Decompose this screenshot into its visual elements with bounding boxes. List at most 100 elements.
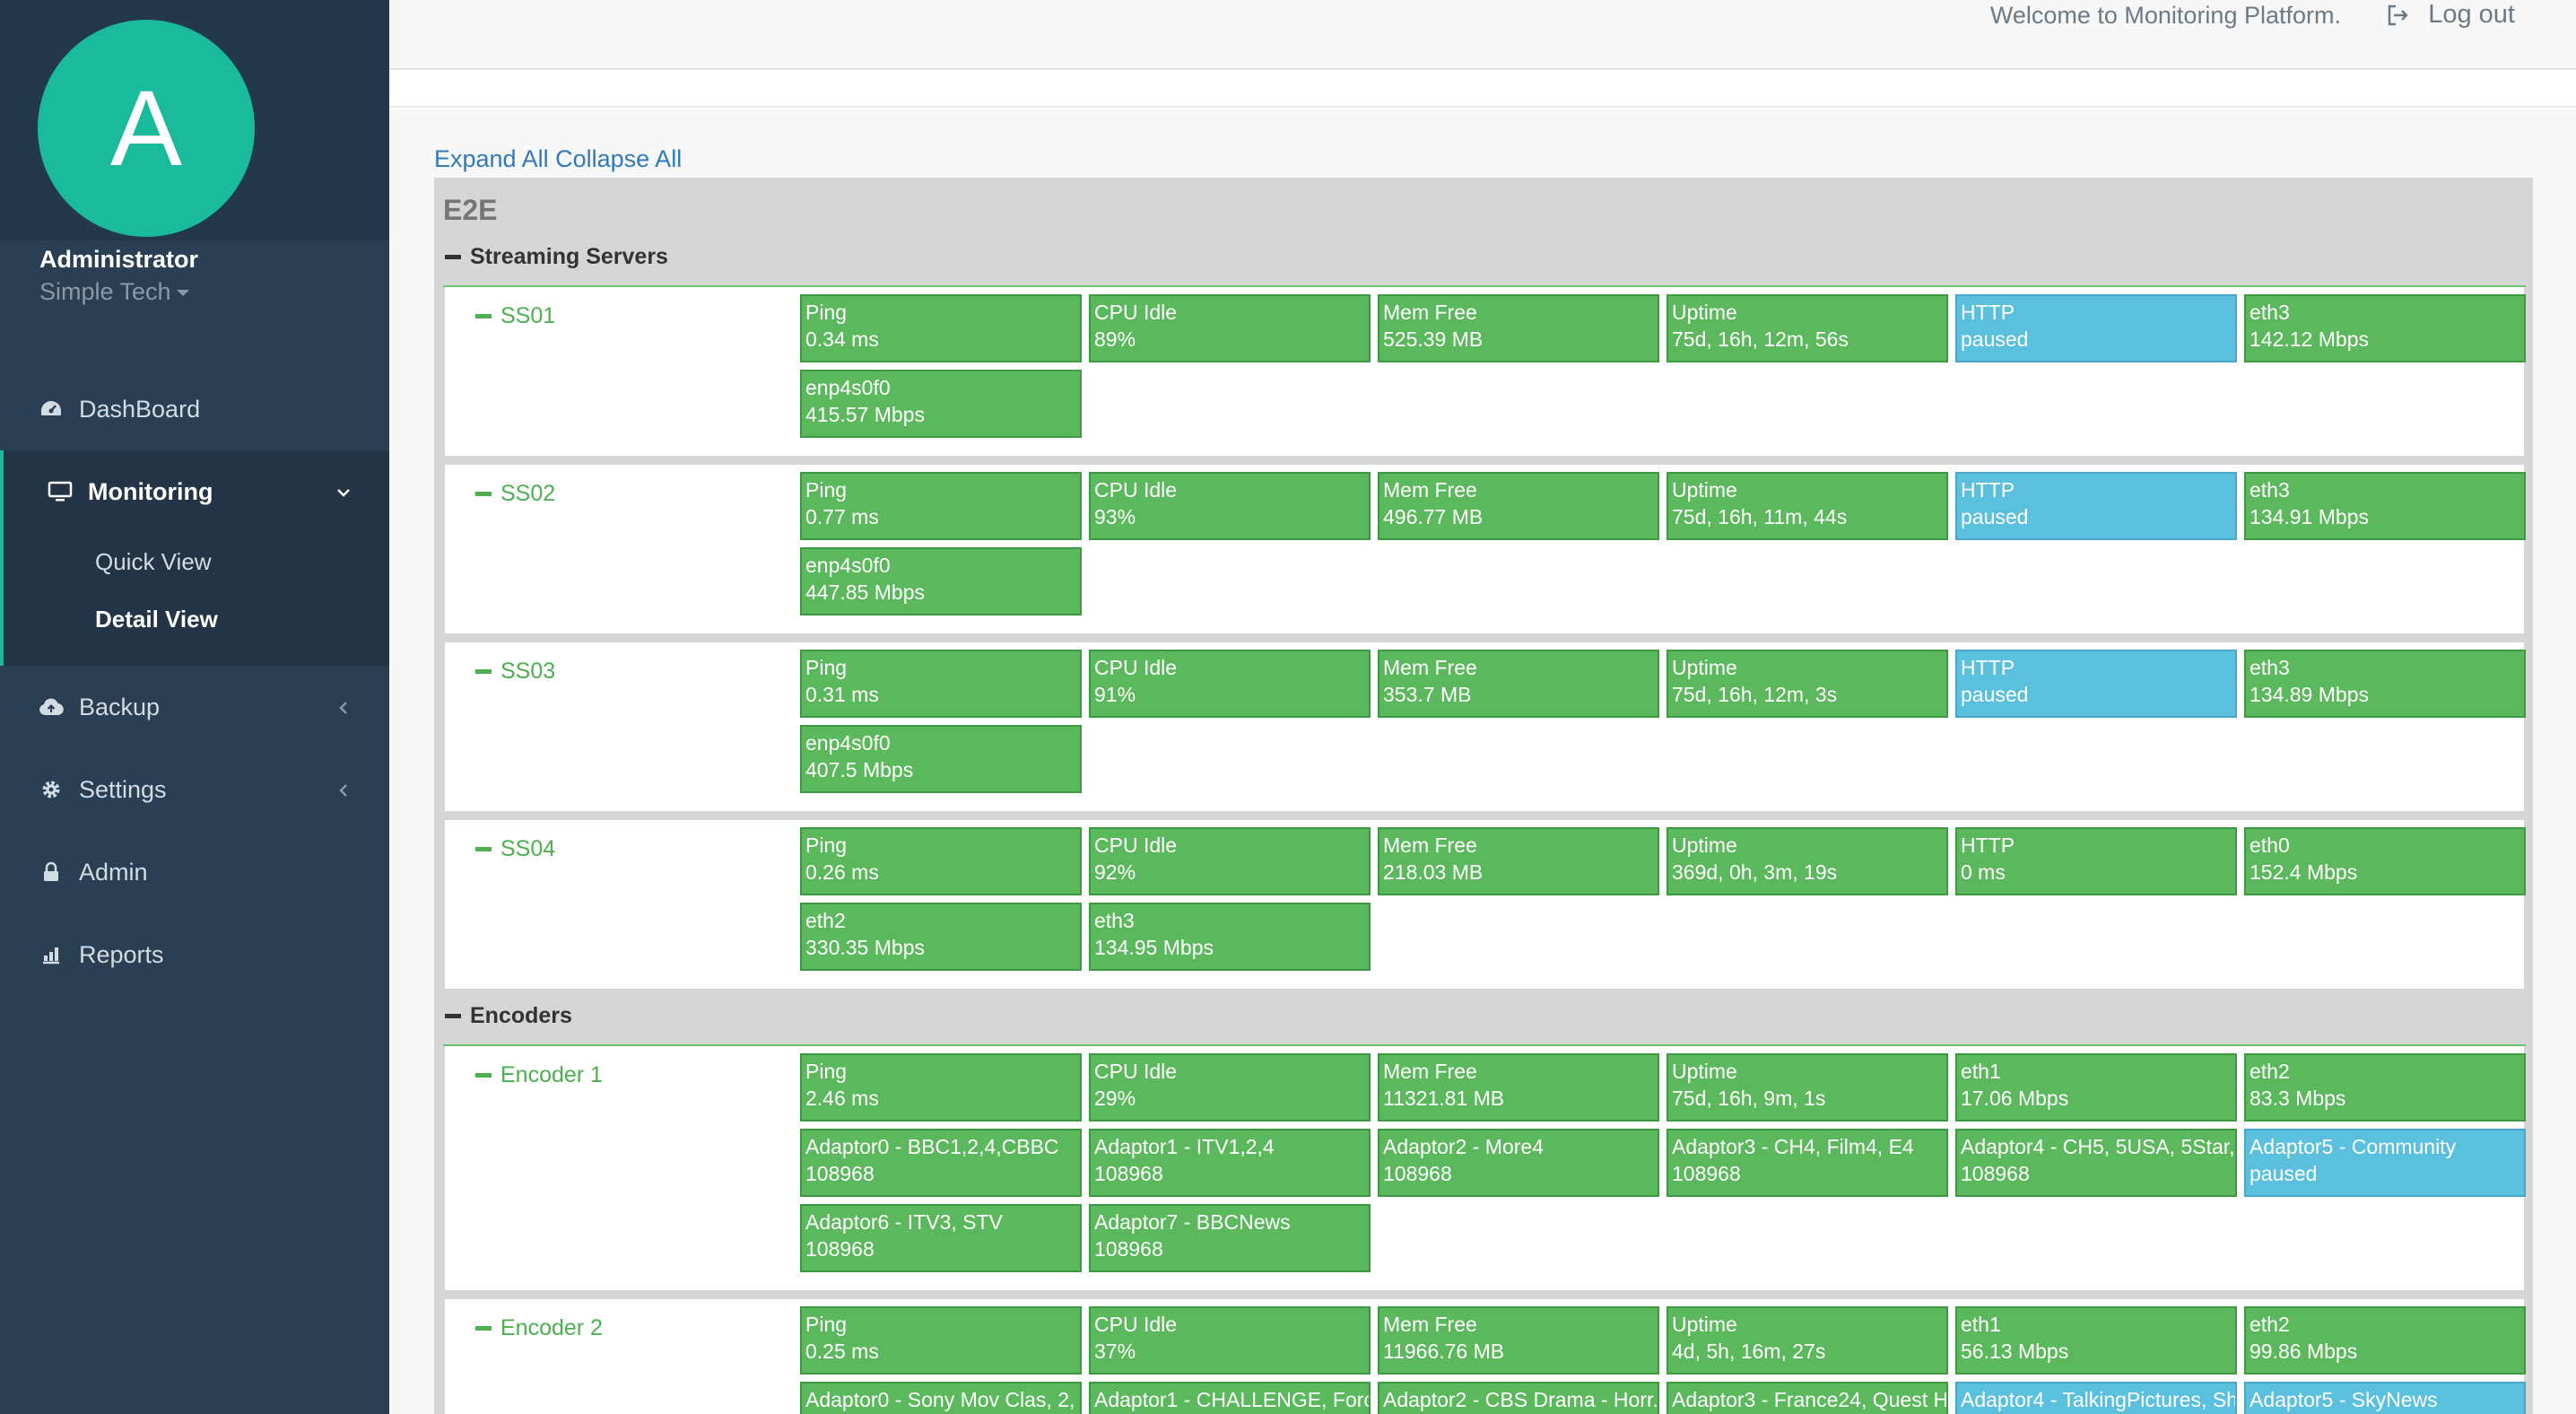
metric-value: 407.5 Mbps [805, 758, 914, 781]
metric-tile[interactable]: HTTP paused [1955, 472, 2237, 540]
sidebar-nav: DashBoard Monitoring Quick View Detail V… [0, 368, 389, 996]
metric-tile[interactable]: CPU Idle 91% [1089, 650, 1371, 718]
sidebar-item-dashboard[interactable]: DashBoard [0, 368, 389, 450]
metric-tile[interactable]: Uptime 75d, 16h, 12m, 3s [1667, 650, 1948, 718]
metric-tile[interactable]: eth2 99.86 Mbps [2244, 1306, 2526, 1375]
server-header[interactable]: SS04 [475, 836, 555, 862]
collapse-icon[interactable] [475, 669, 492, 674]
metric-tile[interactable]: Uptime 4d, 5h, 16m, 27s [1667, 1306, 1948, 1375]
metric-tile[interactable]: Uptime 369d, 0h, 3m, 19s [1667, 827, 1948, 895]
metric-tile[interactable]: enp4s0f0 415.57 Mbps [800, 370, 1082, 438]
logout-link[interactable]: Log out [2385, 0, 2515, 30]
group-header[interactable]: Streaming Servers [445, 239, 668, 275]
metric-label: CPU Idle [1094, 834, 1178, 857]
metric-tile[interactable]: eth2 83.3 Mbps [2244, 1053, 2526, 1122]
company-dropdown[interactable]: Simple Tech [39, 278, 189, 306]
collapse-icon[interactable] [475, 314, 492, 319]
metric-tile[interactable]: CPU Idle 92% [1089, 827, 1371, 895]
sidebar-subitem-quick-view[interactable]: Quick View [95, 547, 212, 575]
metric-label: eth2 [2250, 1313, 2290, 1336]
metric-label: eth2 [2250, 1060, 2290, 1083]
sidebar-item-monitoring[interactable]: Monitoring [4, 450, 389, 533]
expand-all-link[interactable]: Expand All [434, 145, 549, 172]
metric-tile[interactable]: Adaptor1 - ITV1,2,4 108968 [1089, 1129, 1371, 1197]
server-header[interactable]: Encoder 1 [475, 1062, 603, 1088]
metric-tile[interactable]: eth0 152.4 Mbps [2244, 827, 2526, 895]
metric-tile[interactable]: Ping 0.31 ms [800, 650, 1082, 718]
metric-tile[interactable]: eth1 17.06 Mbps [1955, 1053, 2237, 1122]
server-header[interactable]: SS01 [475, 303, 555, 329]
metric-tile[interactable]: CPU Idle 93% [1089, 472, 1371, 540]
metric-tile[interactable]: Adaptor5 - Community paused [2244, 1129, 2526, 1197]
chevron-left-icon [334, 779, 353, 799]
metric-tile[interactable]: Uptime 75d, 16h, 9m, 1s [1667, 1053, 1948, 1122]
metric-tile[interactable]: eth1 56.13 Mbps [1955, 1306, 2237, 1375]
server-header[interactable]: Encoder 2 [475, 1315, 603, 1341]
metric-tile[interactable]: CPU Idle 37% [1089, 1306, 1371, 1375]
metric-tile[interactable]: HTTP paused [1955, 294, 2237, 362]
metric-tile[interactable]: CPU Idle 29% [1089, 1053, 1371, 1122]
metric-label: CPU Idle [1094, 478, 1178, 502]
metric-tile[interactable]: CPU Idle 89% [1089, 294, 1371, 362]
metric-tile[interactable]: Ping 0.77 ms [800, 472, 1082, 540]
sidebar-subitem-detail-view[interactable]: Detail View [95, 605, 218, 633]
metric-tile[interactable]: Ping 0.25 ms [800, 1306, 1082, 1375]
metric-tile[interactable]: eth3 134.91 Mbps [2244, 472, 2526, 540]
metric-tile[interactable]: Mem Free 11966.76 MB [1378, 1306, 1659, 1375]
metric-tile[interactable]: eth3 142.12 Mbps [2244, 294, 2526, 362]
metric-tile[interactable]: Adaptor4 - CH5, 5USA, 5Star, ... 108968 [1955, 1129, 2237, 1197]
metric-label: eth1 [1961, 1060, 2001, 1083]
page-subheader [389, 72, 2576, 108]
group-header[interactable]: Encoders [445, 998, 572, 1034]
metric-tile[interactable]: Ping 2.46 ms [800, 1053, 1082, 1122]
metric-tile[interactable]: Adaptor4 - TalkingPictures, Sh...paused [1955, 1382, 2237, 1414]
sidebar: A Administrator Simple Tech DashBoard Mo… [0, 0, 389, 1414]
metric-tile[interactable]: Adaptor1 - CHALLENGE, Force...6076 [1089, 1382, 1371, 1414]
metric-tile[interactable]: Mem Free 218.03 MB [1378, 827, 1659, 895]
collapse-icon[interactable] [445, 1013, 461, 1018]
metric-tile[interactable]: eth3 134.95 Mbps [1089, 903, 1371, 971]
avatar[interactable]: A [38, 20, 255, 237]
metric-tile[interactable]: Mem Free 496.77 MB [1378, 472, 1659, 540]
metric-tile[interactable]: Uptime 75d, 16h, 12m, 56s [1667, 294, 1948, 362]
metric-tile[interactable]: Adaptor0 - BBC1,2,4,CBBC 108968 [800, 1129, 1082, 1197]
metric-tile[interactable]: HTTP paused [1955, 650, 2237, 718]
metric-tile[interactable]: Adaptor2 - More4 108968 [1378, 1129, 1659, 1197]
collapse-icon[interactable] [475, 492, 492, 496]
metric-tile[interactable]: Ping 0.34 ms [800, 294, 1082, 362]
sidebar-item-settings[interactable]: Settings [0, 748, 389, 831]
sidebar-group-monitoring: Monitoring Quick View Detail View [0, 450, 389, 666]
metric-tile[interactable]: Mem Free 353.7 MB [1378, 650, 1659, 718]
metric-tile[interactable]: enp4s0f0 447.85 Mbps [800, 547, 1082, 615]
metric-tile[interactable]: Adaptor3 - France24, Quest H...6076 [1667, 1382, 1948, 1414]
server-header[interactable]: SS02 [475, 481, 555, 507]
collapse-icon[interactable] [475, 847, 492, 851]
metric-tile[interactable]: enp4s0f0 407.5 Mbps [800, 725, 1082, 793]
metric-tile[interactable]: Mem Free 11321.81 MB [1378, 1053, 1659, 1122]
metric-tile[interactable]: Adaptor3 - CH4, Film4, E4 108968 [1667, 1129, 1948, 1197]
metric-tile[interactable]: Adaptor2 - CBS Drama - Horr...6076 [1378, 1382, 1659, 1414]
metric-tile[interactable]: Adaptor7 - BBCNews 108968 [1089, 1204, 1371, 1272]
collapse-icon[interactable] [475, 1326, 492, 1331]
collapse-icon[interactable] [445, 254, 461, 259]
profile-panel: A [0, 0, 389, 240]
metric-tile[interactable]: HTTP 0 ms [1955, 827, 2237, 895]
sidebar-item-reports[interactable]: Reports [0, 913, 389, 996]
sidebar-item-backup[interactable]: Backup [0, 666, 389, 748]
server-card: Encoder 1 Ping 2.46 ms CPU Idle 29% Mem Free 1… [445, 1046, 2526, 1290]
metric-tile[interactable]: Mem Free 525.39 MB [1378, 294, 1659, 362]
metric-value: 75d, 16h, 12m, 56s [1672, 327, 1849, 351]
metric-tile[interactable]: Ping 0.26 ms [800, 827, 1082, 895]
metric-value: 142.12 Mbps [2250, 327, 2369, 351]
sidebar-item-admin[interactable]: Admin [0, 831, 389, 913]
metric-tile[interactable]: Uptime 75d, 16h, 11m, 44s [1667, 472, 1948, 540]
metric-tile[interactable]: Adaptor6 - ITV3, STV 108968 [800, 1204, 1082, 1272]
server-header[interactable]: SS03 [475, 659, 555, 685]
metric-value: paused [2250, 1162, 2318, 1185]
metric-tile[interactable]: Adaptor0 - Sony Mov Clas, 2, ...6076 [800, 1382, 1082, 1414]
metric-tile[interactable]: eth3 134.89 Mbps [2244, 650, 2526, 718]
metric-tile[interactable]: Adaptor5 - SkyNewspaused [2244, 1382, 2526, 1414]
metric-tile[interactable]: eth2 330.35 Mbps [800, 903, 1082, 971]
collapse-icon[interactable] [475, 1073, 492, 1078]
collapse-all-link[interactable]: Collapse All [555, 145, 683, 172]
